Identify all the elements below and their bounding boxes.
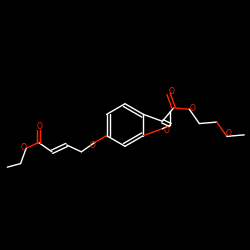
Text: O: O bbox=[225, 129, 231, 138]
Text: O: O bbox=[163, 126, 169, 135]
Text: O: O bbox=[37, 122, 43, 131]
Text: O: O bbox=[190, 104, 196, 113]
Text: O: O bbox=[20, 142, 26, 152]
Text: O: O bbox=[90, 140, 96, 149]
Text: O: O bbox=[168, 88, 174, 96]
